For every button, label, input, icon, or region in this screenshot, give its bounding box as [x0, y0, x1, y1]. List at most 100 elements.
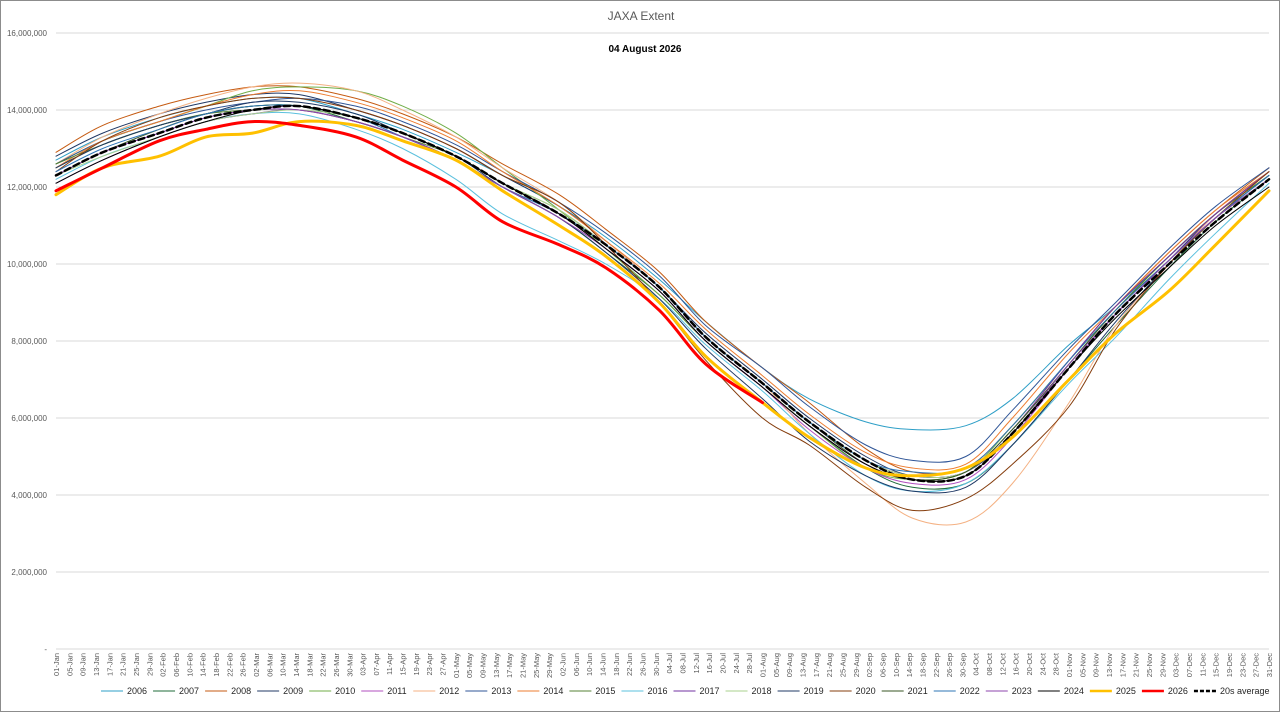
x-tick-label: 11-Dec — [1198, 653, 1207, 677]
x-tick-label: 04-Jul — [665, 653, 674, 674]
x-tick-label: 18-Jun — [612, 653, 621, 676]
x-tick-label: 08-Jul — [678, 653, 687, 674]
legend-item: 2024 — [1037, 686, 1084, 696]
series-lines — [54, 82, 1271, 526]
x-tick-label: 19-Apr — [412, 653, 421, 676]
x-tick-label: 19-Dec — [1225, 653, 1234, 677]
legend-item: 2023 — [985, 686, 1032, 696]
series-line-2006 — [55, 96, 1270, 431]
x-tick-label: 13-May — [492, 653, 501, 678]
x-tick-label: 17-May — [505, 653, 514, 678]
x-tick-label: 26-Sep — [945, 653, 954, 677]
legend-item: 20s average — [1193, 686, 1270, 696]
legend-label: 2007 — [179, 686, 199, 696]
x-tick-label: 21-Aug — [825, 653, 834, 677]
x-tick-label: 03-Apr — [359, 653, 368, 676]
x-tick-label: 13-Aug — [798, 653, 807, 677]
x-tick-label: 09-Aug — [785, 653, 794, 677]
x-tick-label: 23-Apr — [425, 653, 434, 676]
legend-label: 2010 — [335, 686, 355, 696]
legend-label: 2026 — [1168, 686, 1188, 696]
x-tick-label: 27-Apr — [439, 653, 448, 676]
legend-item: 2025 — [1089, 686, 1136, 696]
x-tick-label: 24-Oct — [1038, 652, 1047, 675]
legend-item: 2020 — [829, 686, 876, 696]
x-tick-label: 28-Oct — [1052, 652, 1061, 675]
x-tick-label: 06-Mar — [265, 653, 274, 677]
legend-label: 2017 — [700, 686, 720, 696]
x-tick-label: 20-Oct — [1025, 652, 1034, 675]
chart-title: JAXA Extent — [608, 9, 675, 23]
chart-subtitle: 04 August 2026 — [609, 44, 682, 55]
legend-item: 2015 — [569, 686, 615, 696]
x-tick-label: 06-Jun — [572, 653, 581, 676]
legend-item: 2026 — [1141, 686, 1188, 696]
series-line-2015 — [55, 108, 1270, 483]
x-tick-label: 24-Jul — [732, 653, 741, 674]
y-axis: - 2,000,000 4,000,000 6,000,000 8,000,000 10,… — [7, 29, 48, 654]
x-tick-label: 10-Jun — [585, 653, 594, 676]
x-tick-label: 03-Dec — [1172, 653, 1181, 677]
x-tick-label: 20-Jul — [718, 653, 727, 674]
x-tick-label: 18-Mar — [305, 653, 314, 677]
legend-item: 2014 — [517, 686, 563, 696]
x-tick-label: 10-Mar — [279, 653, 288, 677]
y-tick-label: 6,000,000 — [11, 414, 47, 423]
x-tick-label: 30-Mar — [345, 653, 354, 677]
x-tick-label: 26-Mar — [332, 653, 341, 677]
y-tick-label: 8,000,000 — [11, 337, 47, 346]
x-tick-label: 09-May — [479, 653, 488, 678]
x-tick-label: 23-Dec — [1238, 653, 1247, 677]
legend-item: 2009 — [257, 686, 303, 696]
legend-label: 2014 — [543, 686, 563, 696]
legend-label: 2013 — [491, 686, 511, 696]
x-tick-label: 18-Feb — [212, 653, 221, 677]
series-line-2008 — [55, 85, 1270, 475]
x-tick-label: 28-Jul — [745, 653, 754, 674]
legend-label: 2021 — [908, 686, 928, 696]
x-tick-label: 12-Oct — [998, 652, 1007, 675]
legend-label: 2022 — [960, 686, 980, 696]
series-line-20s-average — [54, 104, 1271, 483]
x-tick-label: 10-Sep — [892, 653, 901, 677]
x-tick-label: 25-May — [532, 653, 541, 678]
legend-label: 2015 — [595, 686, 615, 696]
legend-item: 2019 — [777, 686, 824, 696]
x-tick-label: 01-Jan — [52, 653, 61, 676]
series-line-2026 — [54, 119, 764, 405]
series-line-2011 — [55, 105, 1270, 486]
x-tick-label: 10-Feb — [185, 653, 194, 677]
x-tick-label: 09-Nov — [1092, 653, 1101, 677]
x-tick-label: 06-Feb — [172, 653, 181, 677]
x-tick-label: 22-Sep — [932, 653, 941, 677]
legend-label: 2019 — [804, 686, 824, 696]
x-tick-label: 14-Feb — [199, 653, 208, 677]
x-tick-label: 29-Jan — [145, 653, 154, 676]
x-tick-label: 30-Jun — [652, 653, 661, 676]
x-tick-label: 21-Nov — [1132, 653, 1141, 677]
x-tick-label: 13-Nov — [1105, 653, 1114, 677]
x-tick-label: 07-Dec — [1185, 653, 1194, 677]
legend-label: 20s average — [1220, 686, 1270, 696]
y-tick-label: - — [44, 645, 47, 654]
x-tick-label: 25-Jan — [132, 653, 141, 676]
x-tick-label: 26-Feb — [239, 653, 248, 677]
x-axis: 01-Jan 05-Jan 09-Jan 13-Jan 17-Jan 21-Jan 25-J… — [52, 648, 1274, 678]
x-tick-label: 14-Mar — [292, 653, 301, 677]
legend-label: 2016 — [647, 686, 667, 696]
legend-item: 2018 — [725, 686, 772, 696]
legend-item: 2010 — [309, 686, 355, 696]
series-line-2025 — [54, 119, 1271, 478]
x-tick-label: 14-Sep — [905, 653, 914, 677]
x-tick-label: 26-Jun — [639, 653, 648, 676]
legend-item: 2016 — [621, 686, 667, 696]
x-tick-label: 02-Jun — [559, 653, 568, 676]
legend-label: 2018 — [752, 686, 772, 696]
x-tick-label: 15-Dec — [1212, 653, 1221, 677]
series-line-2014 — [55, 89, 1270, 471]
y-tick-label: 14,000,000 — [7, 106, 48, 115]
legend-item: 2011 — [361, 686, 407, 696]
x-tick-label: 05-Aug — [772, 653, 781, 677]
legend-item: 2008 — [205, 686, 251, 696]
